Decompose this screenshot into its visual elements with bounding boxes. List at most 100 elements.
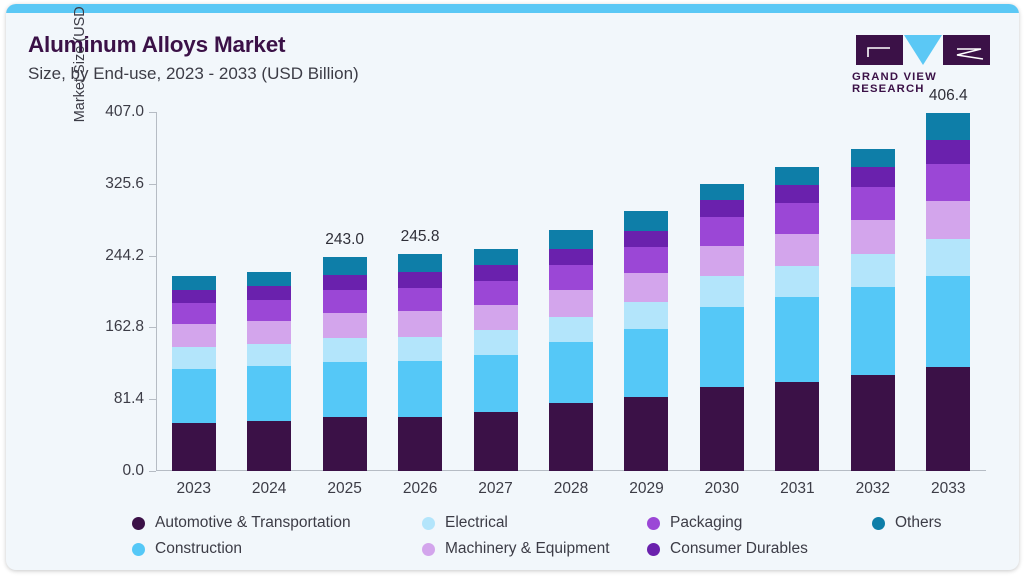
bar-segment[interactable]	[398, 336, 443, 361]
bar-group[interactable]	[473, 249, 518, 471]
bar-segment[interactable]	[398, 254, 443, 273]
bar-segment[interactable]	[247, 299, 292, 322]
bar-segment[interactable]	[699, 276, 744, 307]
bar-segment[interactable]	[398, 272, 443, 288]
bar-segment[interactable]	[549, 342, 593, 404]
bar-group[interactable]	[398, 254, 443, 471]
bar-segment[interactable]	[322, 256, 367, 275]
bar-segment[interactable]	[775, 297, 820, 382]
bar-segment[interactable]	[926, 367, 971, 471]
bar-segment[interactable]	[549, 403, 593, 471]
bar-segment[interactable]	[247, 344, 292, 367]
bar-segment[interactable]	[624, 397, 669, 471]
bar-segment[interactable]	[549, 290, 593, 317]
bar-segment[interactable]	[699, 217, 744, 247]
bar-segment[interactable]	[171, 346, 216, 369]
bar-segment[interactable]	[926, 239, 971, 276]
bar-segment[interactable]	[926, 201, 971, 240]
bar-segment[interactable]	[171, 324, 216, 347]
bar-segment[interactable]	[171, 276, 216, 290]
bar-segment[interactable]	[247, 285, 292, 300]
x-axis-tick-label: 2029	[629, 480, 664, 497]
bar-segment[interactable]	[624, 247, 669, 274]
bar-group[interactable]	[171, 276, 216, 471]
bar-segment[interactable]	[624, 211, 669, 232]
bar-segment[interactable]	[850, 219, 895, 254]
bar-segment[interactable]	[850, 253, 895, 288]
bar-segment[interactable]	[624, 273, 669, 303]
bar-segment[interactable]	[247, 366, 292, 422]
bar-segment[interactable]	[322, 337, 367, 362]
bar-segment[interactable]	[850, 186, 895, 220]
bar-segment[interactable]	[247, 272, 292, 286]
logo-left-block-icon	[856, 35, 903, 65]
bar-segment[interactable]	[549, 264, 593, 291]
bar-segment[interactable]	[549, 229, 593, 249]
bar-segment[interactable]	[398, 360, 443, 417]
legend-item-others[interactable]: Others	[872, 514, 942, 532]
bar-segment[interactable]	[322, 289, 367, 314]
bar-segment[interactable]	[699, 306, 744, 387]
bar-segment[interactable]	[473, 265, 518, 281]
bar-segment[interactable]	[473, 411, 518, 471]
bar-segment[interactable]	[322, 361, 367, 418]
bar-segment[interactable]	[775, 265, 820, 298]
bar-value-label: 243.0	[325, 230, 365, 248]
bar-segment[interactable]	[850, 374, 895, 471]
bar-segment[interactable]	[775, 167, 820, 185]
bar-segment[interactable]	[624, 329, 669, 398]
bar-segment[interactable]	[775, 203, 820, 234]
bar-segment[interactable]	[699, 246, 744, 277]
bar-segment[interactable]	[549, 316, 593, 343]
bar-segment[interactable]	[473, 280, 518, 305]
bar-group[interactable]	[549, 229, 593, 471]
bar-group[interactable]	[624, 211, 669, 471]
bar-segment[interactable]	[171, 368, 216, 423]
bar-segment[interactable]	[850, 149, 895, 168]
bar-segment[interactable]	[775, 381, 820, 471]
bar-group[interactable]	[322, 256, 367, 471]
bar-segment[interactable]	[775, 184, 820, 204]
bar-segment[interactable]	[699, 386, 744, 471]
bar-segment[interactable]	[322, 417, 367, 471]
bar-segment[interactable]	[624, 231, 669, 248]
bar-segment[interactable]	[247, 421, 292, 471]
bar-segment[interactable]	[322, 274, 367, 290]
bar-segment[interactable]	[473, 355, 518, 412]
bar-segment[interactable]	[322, 313, 367, 338]
bar-segment[interactable]	[398, 311, 443, 337]
bar-segment[interactable]	[473, 304, 518, 331]
bar-segment[interactable]	[850, 287, 895, 375]
legend-item-automotive-transportation[interactable]: Automotive & Transportation	[132, 514, 351, 532]
bar-segment[interactable]	[926, 140, 971, 164]
bar-group[interactable]	[926, 112, 971, 471]
legend-item-construction[interactable]: Construction	[132, 540, 242, 558]
bar-segment[interactable]	[926, 112, 971, 141]
bar-group[interactable]	[699, 183, 744, 471]
bar-segment[interactable]	[775, 233, 820, 266]
bar-segment[interactable]	[473, 249, 518, 266]
legend-item-machinery-equipment[interactable]: Machinery & Equipment	[422, 540, 610, 558]
bar-segment[interactable]	[850, 167, 895, 187]
bar-segment[interactable]	[699, 199, 744, 217]
bar-segment[interactable]	[247, 321, 292, 344]
bar-segment[interactable]	[171, 303, 216, 325]
legend-item-electrical[interactable]: Electrical	[422, 514, 508, 532]
bar-group[interactable]	[775, 167, 820, 471]
bar-segment[interactable]	[926, 275, 971, 368]
bar-segment[interactable]	[171, 289, 216, 304]
bar-segment[interactable]	[624, 302, 669, 330]
bar-segment[interactable]	[171, 422, 216, 471]
bar-group[interactable]	[247, 272, 292, 471]
bar-segment[interactable]	[398, 287, 443, 312]
x-axis-tick-label: 2023	[176, 480, 211, 497]
bar-segment[interactable]	[926, 163, 971, 202]
legend-item-consumer-durables[interactable]: Consumer Durables	[647, 540, 808, 558]
bar-segment[interactable]	[549, 248, 593, 265]
legend-item-packaging[interactable]: Packaging	[647, 514, 742, 532]
bar-segment[interactable]	[473, 330, 518, 356]
bar-segment[interactable]	[699, 183, 744, 200]
page-subtitle: Size, by End-use, 2023 - 2033 (USD Billi…	[28, 64, 359, 83]
bar-segment[interactable]	[398, 416, 443, 471]
bar-group[interactable]	[850, 149, 895, 471]
